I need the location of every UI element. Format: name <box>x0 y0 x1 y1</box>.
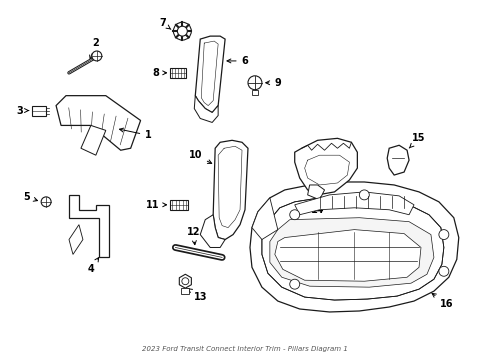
Polygon shape <box>81 125 106 155</box>
Circle shape <box>182 278 189 285</box>
Circle shape <box>359 190 369 200</box>
Text: 14: 14 <box>311 199 324 215</box>
Circle shape <box>439 230 449 239</box>
Bar <box>171 200 188 210</box>
Text: 16: 16 <box>432 293 454 309</box>
Circle shape <box>290 210 300 220</box>
Text: 5: 5 <box>23 192 38 202</box>
Polygon shape <box>200 215 225 247</box>
Text: 9: 9 <box>266 78 281 88</box>
Text: 4: 4 <box>88 258 98 274</box>
Polygon shape <box>308 185 324 200</box>
Text: 2023 Ford Transit Connect Interior Trim - Pillars Diagram 1: 2023 Ford Transit Connect Interior Trim … <box>142 346 348 352</box>
Polygon shape <box>195 96 218 122</box>
Circle shape <box>177 26 187 36</box>
Circle shape <box>439 266 449 276</box>
Polygon shape <box>294 192 414 215</box>
Bar <box>171 68 186 78</box>
Bar <box>32 105 46 116</box>
Text: 12: 12 <box>187 226 200 245</box>
Circle shape <box>290 279 300 289</box>
Text: 2: 2 <box>90 38 99 59</box>
Circle shape <box>92 51 102 61</box>
Text: 15: 15 <box>409 133 426 148</box>
Polygon shape <box>252 198 278 239</box>
Circle shape <box>41 197 51 207</box>
Polygon shape <box>262 197 444 300</box>
Polygon shape <box>275 230 421 281</box>
Polygon shape <box>250 182 459 312</box>
Text: 10: 10 <box>189 150 212 163</box>
Bar <box>181 288 189 294</box>
Polygon shape <box>270 218 434 287</box>
Text: 7: 7 <box>159 18 171 29</box>
Text: 3: 3 <box>16 105 28 116</box>
Text: 6: 6 <box>227 56 248 66</box>
Polygon shape <box>69 195 109 257</box>
Polygon shape <box>56 96 141 150</box>
Circle shape <box>248 76 262 90</box>
Polygon shape <box>196 36 225 113</box>
Polygon shape <box>213 140 248 239</box>
Text: 1: 1 <box>120 128 152 140</box>
Polygon shape <box>69 225 83 255</box>
Text: 13: 13 <box>188 289 207 302</box>
Polygon shape <box>294 138 357 195</box>
Polygon shape <box>387 145 409 175</box>
Text: 11: 11 <box>146 200 167 210</box>
Bar <box>252 90 258 95</box>
Text: 8: 8 <box>152 68 167 78</box>
Polygon shape <box>179 274 192 288</box>
